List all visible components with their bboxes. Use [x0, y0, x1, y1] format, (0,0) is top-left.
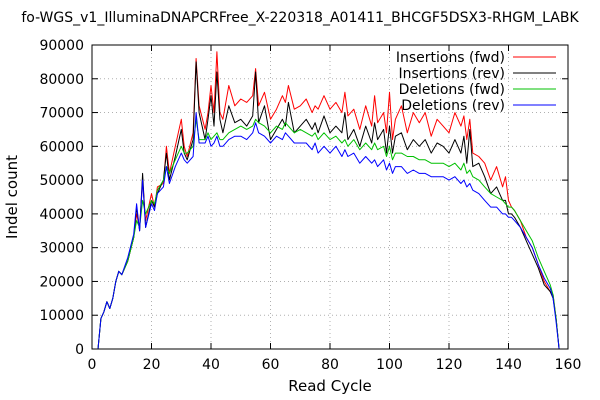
y-tick-label: 40000 [39, 207, 84, 223]
x-tick-label: 20 [143, 357, 161, 373]
series-line-1 [97, 61, 560, 350]
chart-title: fo-WGS_v1_IlluminaDNAPCRFree_X-220318_A0… [21, 10, 579, 26]
y-tick-label: 60000 [39, 139, 84, 155]
series-line-0 [97, 51, 560, 350]
x-tick-label: 100 [376, 357, 403, 373]
x-tick-label: 140 [495, 357, 522, 373]
y-tick-label: 20000 [39, 274, 84, 290]
ticks: 0 20 40 60 80 100 120 140 160 0 10000 20000 30000 400… [39, 38, 581, 373]
series-line-3 [97, 112, 560, 350]
legend-label: Deletions (rev) [401, 98, 505, 114]
y-tick-label: 80000 [39, 72, 84, 88]
x-tick-label: 40 [202, 357, 220, 373]
legend-label: Insertions (rev) [399, 66, 506, 82]
y-tick-label: 0 [75, 342, 84, 358]
x-tick-label: 0 [88, 357, 97, 373]
x-tick-label: 120 [436, 357, 463, 373]
series-line-2 [97, 118, 560, 350]
y-tick-label: 50000 [39, 173, 84, 189]
y-tick-label: 90000 [39, 38, 84, 54]
y-axis-label: Indel count [3, 155, 21, 239]
legend-label: Deletions (fwd) [399, 82, 505, 98]
legend-label: Insertions (fwd) [396, 50, 505, 66]
series-layer [97, 51, 560, 350]
legend: Insertions (fwd)Insertions (rev)Deletion… [396, 50, 556, 114]
x-axis-label: Read Cycle [288, 377, 371, 395]
x-tick-label: 160 [555, 357, 582, 373]
y-tick-label: 70000 [39, 106, 84, 122]
y-tick-label: 30000 [39, 241, 84, 257]
x-tick-label: 60 [262, 357, 280, 373]
x-tick-label: 80 [321, 357, 339, 373]
y-tick-label: 10000 [39, 308, 84, 324]
